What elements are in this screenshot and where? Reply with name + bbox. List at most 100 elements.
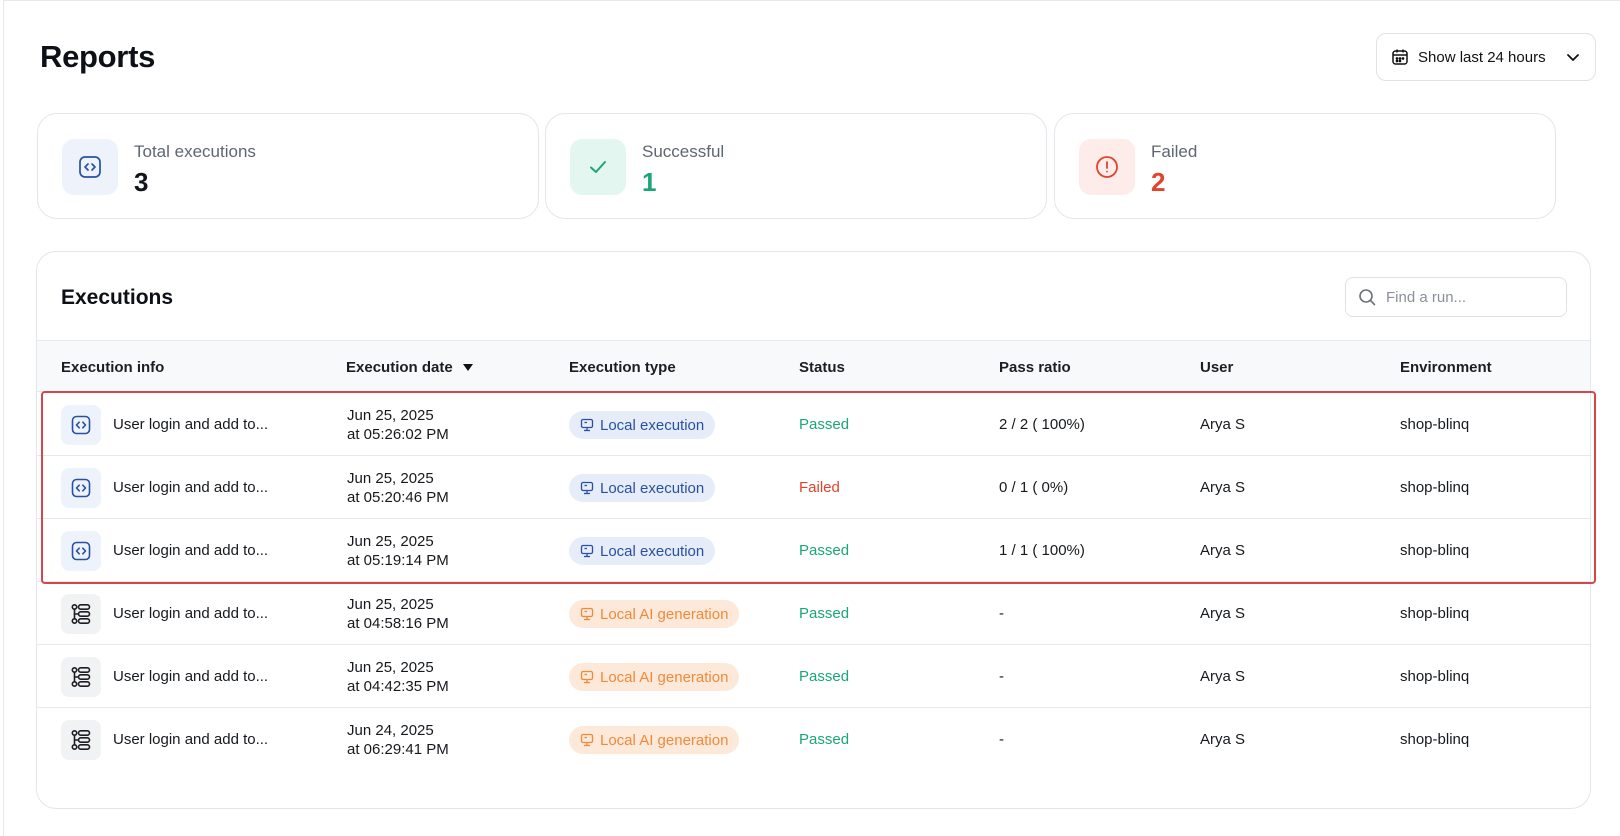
column-header-user[interactable]: User <box>1200 359 1233 376</box>
search-input[interactable] <box>1386 288 1546 306</box>
user-name: Arya S <box>1200 542 1246 559</box>
check-icon <box>590 161 606 173</box>
environment-name: shop-blinq <box>1400 479 1470 496</box>
execution-name[interactable]: User login and add to... <box>113 479 269 496</box>
pass-ratio: 2 / 2 ( 100%) <box>999 416 1085 433</box>
execution-type-badge: Local execution <box>569 411 716 439</box>
environment-name: shop-blinq <box>1400 605 1470 622</box>
stat-label: Failed <box>1151 142 1198 161</box>
stat-value: 2 <box>1151 167 1166 197</box>
user-name: Arya S <box>1200 668 1246 685</box>
column-header-date[interactable]: Execution date <box>346 359 473 376</box>
status-text: Passed <box>799 542 850 559</box>
stat-card-successful: Successful 1 <box>545 113 1047 219</box>
table-row[interactable]: User login and add to... Jun 25, 2025 at… <box>37 456 1590 519</box>
user-name: Arya S <box>1200 605 1246 622</box>
steps-icon <box>71 666 91 687</box>
stat-card-total: Total executions 3 <box>37 113 539 219</box>
execution-type-label: Local AI generation <box>600 605 729 623</box>
user-name: Arya S <box>1200 731 1246 748</box>
row-icon-box <box>61 594 101 634</box>
environment-name: shop-blinq <box>1400 416 1470 433</box>
pass-ratio: 0 / 1 ( 0%) <box>999 479 1069 496</box>
execution-type-label: Local execution <box>600 542 705 560</box>
status-text: Passed <box>799 668 850 685</box>
execution-date: Jun 24, 2025 at 06:29:41 PM <box>347 721 449 759</box>
executions-card: Executions Execution info Execution date… <box>36 251 1591 809</box>
column-label: Execution type <box>569 359 676 376</box>
calendar-icon <box>1392 49 1408 65</box>
user-name: Arya S <box>1200 479 1246 496</box>
stat-icon-box <box>570 139 626 195</box>
row-icon-box <box>61 657 101 697</box>
search-box[interactable] <box>1345 277 1567 317</box>
stat-icon-box <box>1079 139 1135 195</box>
stat-card-failed: Failed 2 <box>1054 113 1556 219</box>
execution-type-label: Local AI generation <box>600 668 729 686</box>
execution-name[interactable]: User login and add to... <box>113 731 269 748</box>
pass-ratio: - <box>999 668 1004 685</box>
execution-name[interactable]: User login and add to... <box>113 542 269 559</box>
column-label: User <box>1200 359 1234 376</box>
execution-date-day: Jun 25, 2025 <box>347 470 434 487</box>
execution-date-day: Jun 25, 2025 <box>347 659 434 676</box>
column-header-env[interactable]: Environment <box>1400 359 1492 376</box>
column-label: Execution date <box>346 359 453 376</box>
status-text: Failed <box>799 479 840 496</box>
column-label: Environment <box>1400 359 1492 376</box>
table-row[interactable]: User login and add to... Jun 25, 2025 at… <box>37 645 1590 708</box>
execution-type-label: Local execution <box>600 416 705 434</box>
execution-date-time: at 05:19:14 PM <box>347 552 449 569</box>
code-icon <box>71 415 91 435</box>
column-header-ratio[interactable]: Pass ratio <box>999 359 1071 376</box>
environment-name: shop-blinq <box>1400 542 1470 559</box>
execution-date-time: at 06:29:41 PM <box>347 741 449 758</box>
execution-date-time: at 05:26:02 PM <box>347 426 449 443</box>
column-label: Pass ratio <box>999 359 1071 376</box>
monitor-icon <box>580 481 594 495</box>
steps-icon <box>71 603 91 624</box>
environment-name: shop-blinq <box>1400 668 1470 685</box>
stat-label: Successful <box>642 142 725 161</box>
code-icon <box>71 478 91 498</box>
execution-name[interactable]: User login and add to... <box>113 605 269 622</box>
column-header-type[interactable]: Execution type <box>569 359 676 376</box>
reports-page: Reports Show last 24 hours Total exec <box>3 0 1620 836</box>
stat-value: 3 <box>134 167 149 197</box>
time-range-dropdown[interactable]: Show last 24 hours <box>1376 33 1596 81</box>
time-range-label: Show last 24 hours <box>1418 48 1546 66</box>
row-icon-box <box>61 405 101 445</box>
execution-name[interactable]: User login and add to... <box>113 416 269 433</box>
execution-date-day: Jun 25, 2025 <box>347 533 434 550</box>
column-label: Status <box>799 359 845 376</box>
status-text: Passed <box>799 605 850 622</box>
table-row[interactable]: User login and add to... Jun 24, 2025 at… <box>37 708 1590 771</box>
execution-type-badge: Local execution <box>569 474 716 502</box>
execution-name[interactable]: User login and add to... <box>113 668 269 685</box>
execution-date-day: Jun 25, 2025 <box>347 596 434 613</box>
execution-date-time: at 04:58:16 PM <box>347 615 449 632</box>
table-row[interactable]: User login and add to... Jun 25, 2025 at… <box>37 519 1590 582</box>
column-header-info[interactable]: Execution info <box>61 359 164 376</box>
status-text: Passed <box>799 731 850 748</box>
row-icon-box <box>61 531 101 571</box>
chevron-down-icon <box>1567 54 1579 61</box>
sort-desc-icon <box>462 363 473 371</box>
execution-date: Jun 25, 2025 at 05:26:02 PM <box>347 406 449 444</box>
monitor-icon <box>580 607 594 621</box>
table-row[interactable]: User login and add to... Jun 25, 2025 at… <box>37 393 1590 456</box>
monitor-icon <box>580 733 594 747</box>
execution-date: Jun 25, 2025 at 05:19:14 PM <box>347 532 449 570</box>
row-icon-box <box>61 720 101 760</box>
status-text: Passed <box>799 416 850 433</box>
pass-ratio: - <box>999 731 1004 748</box>
execution-date: Jun 25, 2025 at 04:58:16 PM <box>347 595 449 633</box>
page-title: Reports <box>40 39 156 74</box>
execution-date: Jun 25, 2025 at 05:20:46 PM <box>347 469 449 507</box>
monitor-icon <box>580 670 594 684</box>
table-row[interactable]: User login and add to... Jun 25, 2025 at… <box>37 582 1590 645</box>
row-icon-box <box>61 468 101 508</box>
code-icon <box>79 156 101 178</box>
environment-name: shop-blinq <box>1400 731 1470 748</box>
column-header-status[interactable]: Status <box>799 359 845 376</box>
